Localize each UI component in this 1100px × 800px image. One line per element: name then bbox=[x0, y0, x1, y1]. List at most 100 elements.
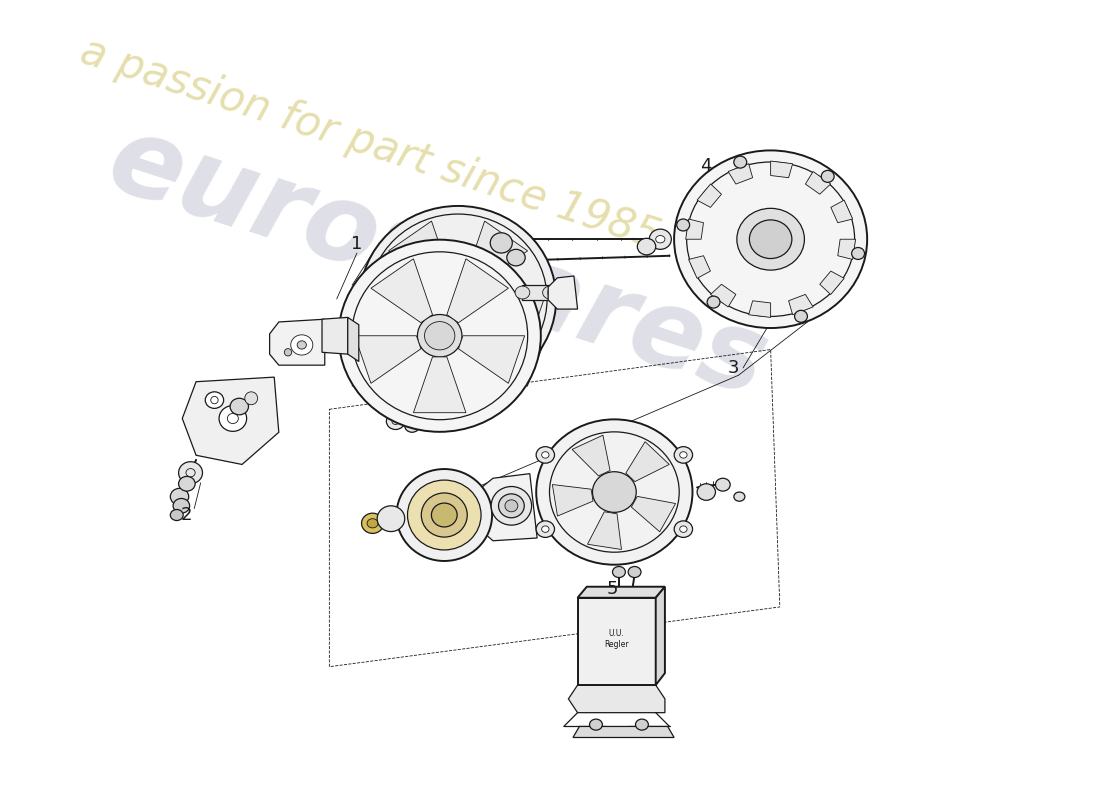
Text: eurospares: eurospares bbox=[95, 106, 780, 418]
Ellipse shape bbox=[230, 398, 249, 415]
Ellipse shape bbox=[405, 419, 419, 432]
Polygon shape bbox=[689, 256, 711, 278]
Polygon shape bbox=[431, 320, 485, 377]
Ellipse shape bbox=[541, 526, 549, 532]
Polygon shape bbox=[522, 285, 550, 300]
Ellipse shape bbox=[707, 296, 721, 308]
Ellipse shape bbox=[515, 286, 530, 299]
Text: a passion for part since 1985: a passion for part since 1985 bbox=[75, 30, 666, 258]
Ellipse shape bbox=[676, 219, 690, 231]
Ellipse shape bbox=[590, 719, 603, 730]
Ellipse shape bbox=[737, 208, 804, 270]
Ellipse shape bbox=[245, 392, 257, 405]
Polygon shape bbox=[573, 726, 674, 738]
Text: 3: 3 bbox=[728, 359, 739, 377]
Ellipse shape bbox=[794, 310, 807, 322]
Polygon shape bbox=[656, 586, 664, 685]
Ellipse shape bbox=[536, 521, 554, 538]
Ellipse shape bbox=[367, 518, 378, 528]
Polygon shape bbox=[480, 474, 537, 541]
Ellipse shape bbox=[734, 156, 747, 168]
Polygon shape bbox=[372, 299, 439, 347]
Ellipse shape bbox=[173, 498, 189, 513]
Polygon shape bbox=[805, 171, 830, 194]
Polygon shape bbox=[414, 357, 466, 413]
Polygon shape bbox=[578, 598, 656, 685]
Text: 4: 4 bbox=[701, 157, 712, 174]
Polygon shape bbox=[447, 259, 508, 322]
Ellipse shape bbox=[822, 170, 834, 182]
Polygon shape bbox=[587, 512, 621, 550]
Ellipse shape bbox=[284, 349, 292, 356]
Ellipse shape bbox=[431, 503, 458, 527]
Ellipse shape bbox=[548, 282, 570, 302]
Polygon shape bbox=[388, 221, 451, 286]
Ellipse shape bbox=[613, 566, 626, 578]
Polygon shape bbox=[348, 318, 359, 362]
Ellipse shape bbox=[541, 452, 549, 458]
Ellipse shape bbox=[628, 566, 641, 578]
Text: BOSCH: BOSCH bbox=[449, 297, 468, 302]
Polygon shape bbox=[838, 239, 856, 259]
Polygon shape bbox=[548, 276, 578, 309]
Ellipse shape bbox=[377, 506, 405, 531]
Polygon shape bbox=[183, 377, 278, 465]
Polygon shape bbox=[569, 685, 664, 713]
Polygon shape bbox=[697, 184, 722, 207]
Ellipse shape bbox=[674, 521, 693, 538]
Ellipse shape bbox=[749, 220, 792, 258]
Ellipse shape bbox=[360, 206, 557, 392]
Ellipse shape bbox=[734, 492, 745, 502]
Ellipse shape bbox=[425, 322, 455, 350]
Polygon shape bbox=[572, 435, 610, 476]
Ellipse shape bbox=[536, 419, 693, 565]
Ellipse shape bbox=[178, 462, 202, 484]
Ellipse shape bbox=[680, 526, 688, 532]
Polygon shape bbox=[728, 164, 752, 184]
Ellipse shape bbox=[362, 513, 384, 534]
Polygon shape bbox=[749, 301, 771, 318]
Ellipse shape bbox=[206, 392, 223, 408]
Ellipse shape bbox=[178, 477, 195, 491]
Polygon shape bbox=[354, 336, 421, 383]
Polygon shape bbox=[711, 284, 736, 307]
Ellipse shape bbox=[649, 229, 671, 250]
Text: 5: 5 bbox=[607, 579, 618, 598]
Polygon shape bbox=[459, 336, 525, 383]
Polygon shape bbox=[270, 319, 324, 365]
Ellipse shape bbox=[536, 446, 554, 463]
Ellipse shape bbox=[498, 494, 525, 518]
Ellipse shape bbox=[507, 250, 525, 266]
Polygon shape bbox=[789, 294, 813, 314]
Ellipse shape bbox=[170, 510, 184, 521]
Ellipse shape bbox=[491, 233, 513, 253]
Ellipse shape bbox=[407, 480, 481, 550]
Polygon shape bbox=[477, 299, 544, 347]
Ellipse shape bbox=[542, 286, 558, 299]
Ellipse shape bbox=[697, 484, 715, 500]
Ellipse shape bbox=[421, 493, 468, 537]
Ellipse shape bbox=[386, 413, 405, 430]
Ellipse shape bbox=[219, 406, 246, 431]
Ellipse shape bbox=[680, 452, 688, 458]
Ellipse shape bbox=[851, 247, 865, 259]
Polygon shape bbox=[322, 318, 348, 354]
Polygon shape bbox=[465, 221, 528, 286]
Ellipse shape bbox=[505, 500, 518, 512]
Ellipse shape bbox=[715, 478, 730, 491]
Polygon shape bbox=[552, 485, 593, 516]
Ellipse shape bbox=[297, 341, 307, 349]
Polygon shape bbox=[820, 271, 844, 294]
Ellipse shape bbox=[436, 278, 481, 320]
Polygon shape bbox=[830, 200, 852, 222]
Ellipse shape bbox=[339, 240, 541, 432]
Ellipse shape bbox=[396, 469, 492, 561]
Ellipse shape bbox=[593, 472, 636, 512]
Polygon shape bbox=[578, 586, 664, 598]
Ellipse shape bbox=[636, 719, 648, 730]
Ellipse shape bbox=[290, 335, 312, 355]
Polygon shape bbox=[626, 442, 669, 482]
Text: 1: 1 bbox=[351, 235, 363, 253]
Ellipse shape bbox=[170, 488, 189, 505]
Polygon shape bbox=[371, 259, 432, 322]
